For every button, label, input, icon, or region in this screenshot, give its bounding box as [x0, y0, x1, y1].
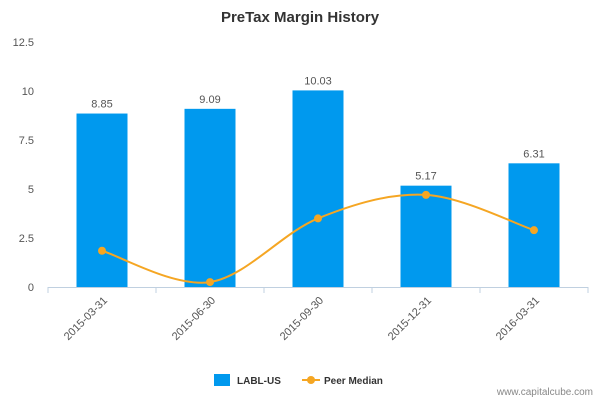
line-point[interactable] — [314, 214, 322, 223]
bar-data-label: 10.03 — [304, 75, 332, 87]
x-tick-label: 2015-03-31 — [62, 295, 110, 343]
y-tick-label: 5 — [28, 184, 34, 196]
line-point[interactable] — [422, 190, 430, 199]
bar-data-label: 8.85 — [91, 99, 112, 111]
legend-label-bar[interactable]: LABL-US — [237, 376, 281, 387]
line-point[interactable] — [530, 226, 538, 235]
legend-swatch-bar — [214, 374, 230, 386]
legend-marker-line — [307, 376, 315, 384]
x-tick-label: 2016-03-31 — [494, 295, 542, 343]
credit-text[interactable]: www.capitalcube.com — [496, 387, 593, 398]
y-tick-label: 10 — [22, 86, 34, 98]
y-tick-label: 7.5 — [19, 135, 34, 147]
bar[interactable] — [400, 185, 452, 287]
chart-title: PreTax Margin History — [221, 9, 380, 26]
bar[interactable] — [508, 163, 560, 287]
line-point[interactable] — [98, 246, 106, 255]
bar-data-label: 9.09 — [199, 94, 220, 106]
x-tick-label: 2015-06-30 — [170, 295, 218, 343]
bar[interactable] — [184, 108, 236, 287]
bar-data-label: 6.31 — [523, 148, 544, 160]
y-tick-label: 2.5 — [19, 233, 34, 245]
legend-label-line[interactable]: Peer Median — [324, 376, 383, 387]
line-point[interactable] — [206, 278, 214, 287]
bar-data-labels: 8.85 9.09 10.03 5.17 6.31 — [91, 75, 544, 182]
bar[interactable] — [292, 90, 344, 287]
bar-data-label: 5.17 — [415, 171, 436, 183]
y-tick-label: 0 — [28, 282, 34, 294]
x-tick-label: 2015-09-30 — [278, 295, 326, 343]
x-axis: 2015-03-31 2015-06-30 2015-09-30 2015-12-31… — [47, 287, 589, 343]
y-tick-label: 12.5 — [13, 37, 34, 49]
bar[interactable] — [76, 113, 128, 287]
line-series — [98, 190, 538, 287]
x-tick-label: 2015-12-31 — [386, 295, 434, 343]
bar-series — [76, 90, 560, 287]
y-axis: 0 2.5 5 7.5 10 12.5 — [13, 37, 34, 294]
legend: LABL-US Peer Median — [214, 374, 383, 387]
